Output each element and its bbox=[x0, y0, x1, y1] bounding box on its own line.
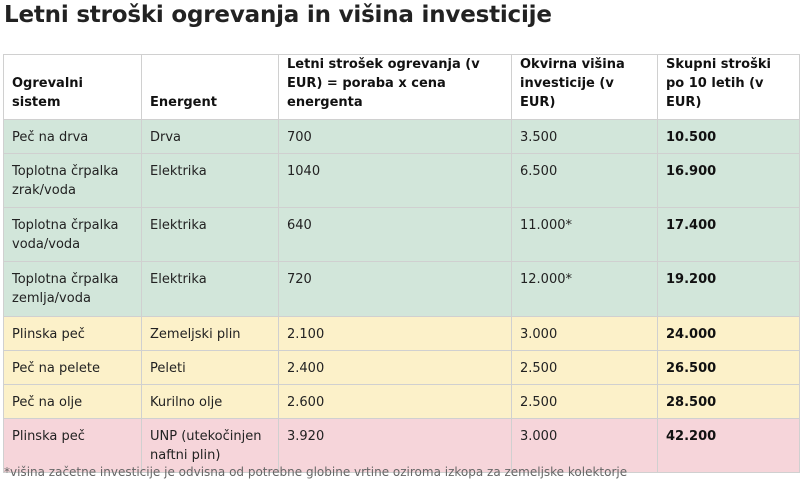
cell-total: 24.000 bbox=[657, 316, 800, 351]
cell-system: Toplotna črpalka zemlja/voda bbox=[3, 261, 142, 317]
cell-annual: 720 bbox=[278, 261, 512, 317]
cell-system: Toplotna črpalka voda/voda bbox=[3, 207, 142, 262]
table-row: Peč na pelete Peleti 2.400 2.500 26.500 bbox=[3, 350, 800, 385]
cell-energent: Elektrika bbox=[141, 261, 279, 317]
cell-energent: Zemeljski plin bbox=[141, 316, 279, 351]
cell-energent: Elektrika bbox=[141, 207, 279, 262]
header-total-10-years: Skupni stroški po 10 letih (v EUR) bbox=[657, 54, 800, 120]
header-energy-source: Energent bbox=[141, 54, 279, 120]
cell-total: 26.500 bbox=[657, 350, 800, 385]
cell-investment: 3.000 bbox=[511, 316, 658, 351]
cell-energent: Peleti bbox=[141, 350, 279, 385]
cell-investment: 6.500 bbox=[511, 153, 658, 208]
table-row: Plinska peč Zemeljski plin 2.100 3.000 2… bbox=[3, 316, 800, 351]
cell-annual: 2.600 bbox=[278, 384, 512, 419]
cell-annual: 700 bbox=[278, 119, 512, 154]
header-heating-system: Ogrevalni sistem bbox=[3, 54, 142, 120]
cell-annual: 2.100 bbox=[278, 316, 512, 351]
cell-annual: 3.920 bbox=[278, 418, 512, 473]
cell-total: 10.500 bbox=[657, 119, 800, 154]
table-row: Plinska peč UNP (utekočinjen naftni plin… bbox=[3, 418, 800, 473]
table-row: Peč na olje Kurilno olje 2.600 2.500 28.… bbox=[3, 384, 800, 419]
cell-investment: 12.000* bbox=[511, 261, 658, 317]
cell-system: Toplotna črpalka zrak/voda bbox=[3, 153, 142, 208]
table-row: Peč na drva Drva 700 3.500 10.500 bbox=[3, 119, 800, 154]
cell-annual: 2.400 bbox=[278, 350, 512, 385]
page-title: Letni stroški ogrevanja in višina invest… bbox=[4, 2, 552, 28]
cell-system: Plinska peč bbox=[3, 316, 142, 351]
cell-system: Peč na olje bbox=[3, 384, 142, 419]
cell-energent: Drva bbox=[141, 119, 279, 154]
header-annual-cost: Letni strošek ogrevanja (v EUR) = poraba… bbox=[278, 54, 512, 120]
cell-investment: 2.500 bbox=[511, 384, 658, 419]
cell-total: 17.400 bbox=[657, 207, 800, 262]
cell-energent: Elektrika bbox=[141, 153, 279, 208]
cell-investment: 3.000 bbox=[511, 418, 658, 473]
heating-cost-table: Ogrevalni sistem Energent Letni strošek … bbox=[3, 54, 800, 473]
table-row: Toplotna črpalka voda/voda Elektrika 640… bbox=[3, 207, 800, 262]
cell-energent: Kurilno olje bbox=[141, 384, 279, 419]
table-header-row: Ogrevalni sistem Energent Letni strošek … bbox=[3, 54, 800, 120]
cell-total: 28.500 bbox=[657, 384, 800, 419]
cell-annual: 640 bbox=[278, 207, 512, 262]
cell-system: Peč na pelete bbox=[3, 350, 142, 385]
cell-system: Peč na drva bbox=[3, 119, 142, 154]
cell-total: 16.900 bbox=[657, 153, 800, 208]
cell-investment: 11.000* bbox=[511, 207, 658, 262]
footnote: *višina začetne investicije je odvisna o… bbox=[4, 465, 628, 479]
cell-investment: 2.500 bbox=[511, 350, 658, 385]
cell-system: Plinska peč bbox=[3, 418, 142, 473]
table-row: Toplotna črpalka zrak/voda Elektrika 104… bbox=[3, 153, 800, 208]
cell-total: 19.200 bbox=[657, 261, 800, 317]
cell-energent: UNP (utekočinjen naftni plin) bbox=[141, 418, 279, 473]
header-investment: Okvirna višina investicije (v EUR) bbox=[511, 54, 658, 120]
cell-total: 42.200 bbox=[657, 418, 800, 473]
cell-investment: 3.500 bbox=[511, 119, 658, 154]
cell-annual: 1040 bbox=[278, 153, 512, 208]
table-row: Toplotna črpalka zemlja/voda Elektrika 7… bbox=[3, 261, 800, 317]
